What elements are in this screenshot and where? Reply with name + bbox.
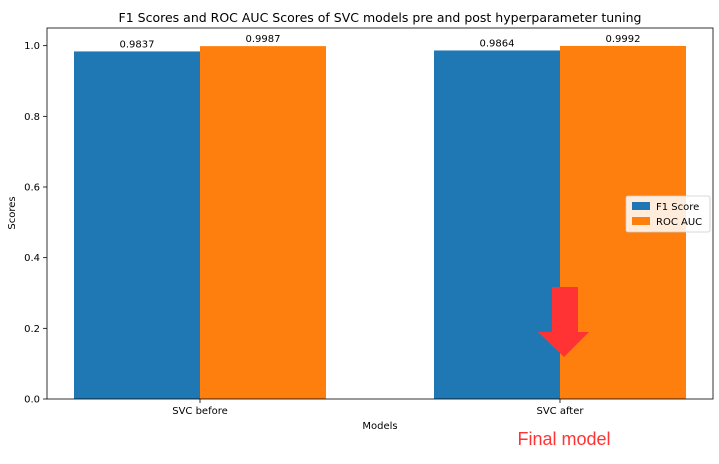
y-tick-label: 0.8 (24, 112, 40, 123)
legend: F1 Score ROC AUC (625, 195, 711, 233)
y-tick-label: 0.0 (24, 395, 40, 406)
bar (434, 50, 560, 400)
legend-swatch (632, 202, 650, 210)
chart-title: F1 Scores and ROC AUC Scores of SVC mode… (119, 10, 642, 25)
data-labels: 0.9837 0.9864 0.9987 0.9992 (120, 34, 641, 50)
legend-label: ROC AUC (656, 217, 702, 228)
y-tick-label: 0.6 (24, 183, 40, 194)
bar (74, 51, 200, 400)
y-axis-label: Scores (7, 196, 18, 229)
y-tick-label: 1.0 (24, 41, 40, 52)
y-axis: 0.0 0.2 0.4 0.6 0.8 1.0 (24, 41, 47, 406)
bars (74, 45, 686, 400)
y-tick-label: 0.2 (24, 324, 40, 335)
final-model-annotation: Final model (517, 429, 610, 449)
y-tick-label: 0.4 (24, 253, 40, 264)
plot-frame (46, 27, 714, 400)
arrow-shape (538, 287, 589, 357)
bar-value-label: 0.9987 (246, 34, 281, 45)
bar-value-label: 0.9864 (480, 38, 515, 49)
x-tick-label: SVC after (536, 406, 584, 417)
x-axis: SVC before SVC after (172, 399, 584, 417)
legend-label: F1 Score (656, 202, 699, 213)
down-arrow-icon (538, 287, 589, 357)
x-axis-label: Models (362, 421, 397, 432)
bar (200, 46, 326, 399)
legend-swatch (632, 217, 650, 225)
bar-value-label: 0.9837 (120, 39, 155, 50)
x-tick-label: SVC before (172, 406, 228, 417)
bar-value-label: 0.9992 (606, 34, 641, 45)
